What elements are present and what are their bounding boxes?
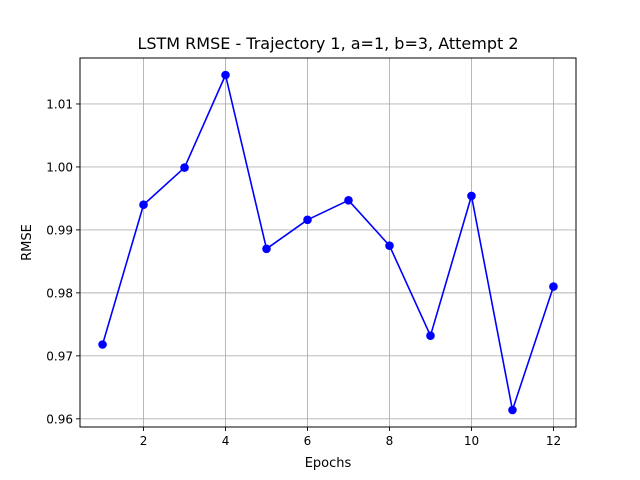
y-tick-label: 1.01 <box>46 97 73 111</box>
data-point <box>344 196 353 205</box>
chart-title: LSTM RMSE - Trajectory 1, a=1, b=3, Atte… <box>137 34 518 53</box>
y-tick-label: 0.97 <box>46 349 73 363</box>
series-line <box>101 74 555 411</box>
data-point <box>262 244 271 254</box>
data-point <box>385 241 394 250</box>
y-tick-label: 0.96 <box>46 412 73 426</box>
data-point <box>303 215 312 225</box>
y-tick-label: 0.99 <box>46 223 73 237</box>
data-point <box>508 405 517 415</box>
x-axis-label: Epochs <box>305 456 352 471</box>
series-layer <box>98 70 558 415</box>
x-tick-label: 4 <box>222 434 230 448</box>
data-point <box>426 331 435 340</box>
axes-frame <box>79 57 577 428</box>
x-tick-label: 8 <box>386 434 394 448</box>
y-axis-label: RMSE <box>20 224 35 261</box>
ticks: 2 4 6 8 10 12 0.96 0.97 0.98 0.99 1.00 1.01 <box>46 97 561 448</box>
x-tick-label: 12 <box>546 434 561 448</box>
x-tick-label: 2 <box>140 434 148 448</box>
data-point <box>98 340 107 349</box>
x-tick-label: 10 <box>464 434 479 448</box>
y-tick-label: 1.00 <box>46 160 73 174</box>
grid <box>80 58 576 427</box>
x-tick-label: 6 <box>304 434 312 448</box>
data-point <box>221 70 230 80</box>
data-point <box>467 191 476 201</box>
data-point <box>139 200 148 210</box>
y-tick-label: 0.98 <box>46 286 73 300</box>
data-point <box>180 163 189 172</box>
data-point <box>549 282 558 291</box>
